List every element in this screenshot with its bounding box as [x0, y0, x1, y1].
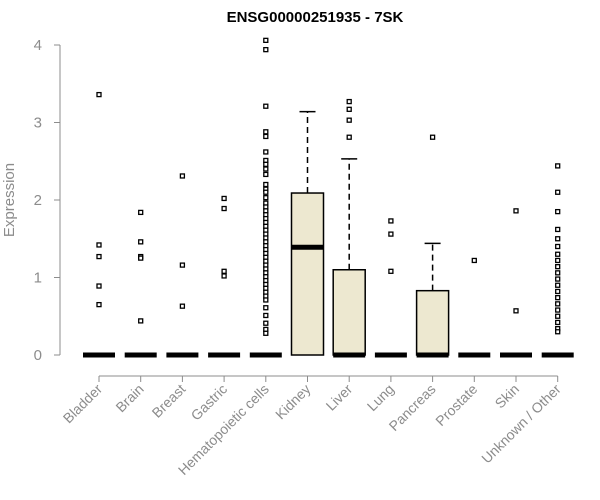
- box-group: [249, 37, 282, 358]
- box-group: [332, 98, 366, 358]
- outlier-point: [555, 263, 561, 270]
- x-tick-label: Breast: [149, 381, 189, 421]
- y-tick-label: 4: [34, 37, 42, 54]
- outlier-point: [555, 208, 561, 215]
- outlier-point: [555, 329, 561, 335]
- x-tick-label: Kidney: [272, 381, 314, 423]
- outlier-point: [555, 236, 561, 242]
- outlier-point: [263, 171, 269, 178]
- y-tick-label: 0: [34, 347, 42, 364]
- box-group: [124, 209, 157, 358]
- outlier-point: [221, 195, 227, 202]
- outlier-point: [263, 195, 269, 201]
- box-body: [415, 289, 450, 356]
- x-tick-label: Prostate: [432, 381, 480, 429]
- outlier-point: [555, 243, 561, 250]
- outlier-point: [555, 294, 561, 301]
- x-tick-label: Liver: [323, 381, 356, 414]
- box-group: [290, 110, 325, 356]
- box-group: [541, 163, 574, 358]
- outlier-point: [555, 257, 561, 264]
- outlier-point: [263, 161, 269, 168]
- outlier-point: [429, 134, 436, 140]
- outlier-point: [179, 303, 186, 309]
- outlier-point: [263, 312, 269, 319]
- outlier-point: [138, 318, 144, 324]
- outlier-point: [263, 133, 269, 140]
- outlier-point: [555, 270, 561, 276]
- outlier-point: [346, 134, 352, 140]
- outlier-point: [555, 301, 561, 307]
- outlier-point: [555, 189, 561, 195]
- outlier-point: [388, 218, 394, 224]
- outlier-point: [138, 239, 144, 245]
- outlier-point: [346, 106, 352, 112]
- box-group: [83, 91, 115, 358]
- outlier-point: [221, 273, 227, 279]
- outlier-point: [471, 257, 477, 264]
- outlier-point: [555, 288, 561, 295]
- outlier-point: [96, 283, 102, 289]
- outlier-point: [555, 313, 561, 319]
- outlier-point: [555, 251, 561, 257]
- box-body: [332, 269, 366, 356]
- y-tick-label: 2: [34, 192, 42, 209]
- outlier-point: [555, 282, 561, 288]
- axes: 0 1 2 3 4: [34, 37, 558, 377]
- y-tick-label: 3: [34, 115, 42, 132]
- outlier-point: [263, 37, 269, 43]
- x-tick-label: Brain: [112, 381, 146, 415]
- outlier-point: [221, 268, 227, 274]
- outlier-point: [179, 262, 186, 268]
- outlier-point: [263, 320, 269, 326]
- outlier-point: [388, 268, 394, 274]
- x-tick-label: Skin: [492, 381, 523, 412]
- box-group: [374, 218, 407, 358]
- boxes-layer: [83, 37, 574, 358]
- outlier-point: [513, 208, 519, 214]
- outlier-point: [555, 276, 561, 282]
- y-tick-label: 1: [34, 270, 42, 287]
- outlier-point: [555, 226, 561, 233]
- outlier-point: [388, 231, 394, 237]
- outlier-point: [263, 103, 269, 109]
- outlier-point: [263, 189, 269, 195]
- outlier-point: [555, 307, 561, 313]
- outlier-point: [96, 242, 102, 248]
- outlier-point: [263, 181, 269, 188]
- chart-title: ENSG00000251935 - 7SK: [227, 9, 404, 26]
- outlier-point: [138, 209, 144, 216]
- outlier-point: [263, 297, 269, 303]
- outlier-point: [138, 255, 144, 261]
- outlier-point: [263, 305, 269, 311]
- y-axis-label: Expression: [1, 163, 18, 237]
- outlier-point: [263, 330, 269, 336]
- outlier-point: [179, 173, 186, 179]
- outlier-point: [346, 117, 352, 123]
- box-group: [208, 195, 241, 358]
- box-group: [500, 208, 532, 358]
- x-tick-label: Lung: [364, 381, 397, 414]
- outlier-point: [263, 129, 269, 135]
- box-group: [415, 134, 450, 358]
- outlier-point: [555, 319, 561, 326]
- outlier-point: [96, 253, 102, 260]
- x-tick-label: Unknown / Other: [478, 381, 564, 467]
- outlier-point: [263, 149, 269, 155]
- outlier-point: [221, 205, 227, 212]
- outlier-point: [263, 47, 269, 53]
- outlier-point: [96, 91, 102, 98]
- outlier-point: [263, 166, 269, 172]
- box-group: [458, 257, 491, 358]
- outlier-point: [96, 301, 102, 308]
- outlier-point: [555, 163, 561, 169]
- outlier-point: [513, 308, 519, 314]
- x-tick-label: Bladder: [60, 381, 106, 427]
- outlier-point: [346, 98, 352, 105]
- box-body: [290, 192, 325, 356]
- box-group: [166, 173, 199, 358]
